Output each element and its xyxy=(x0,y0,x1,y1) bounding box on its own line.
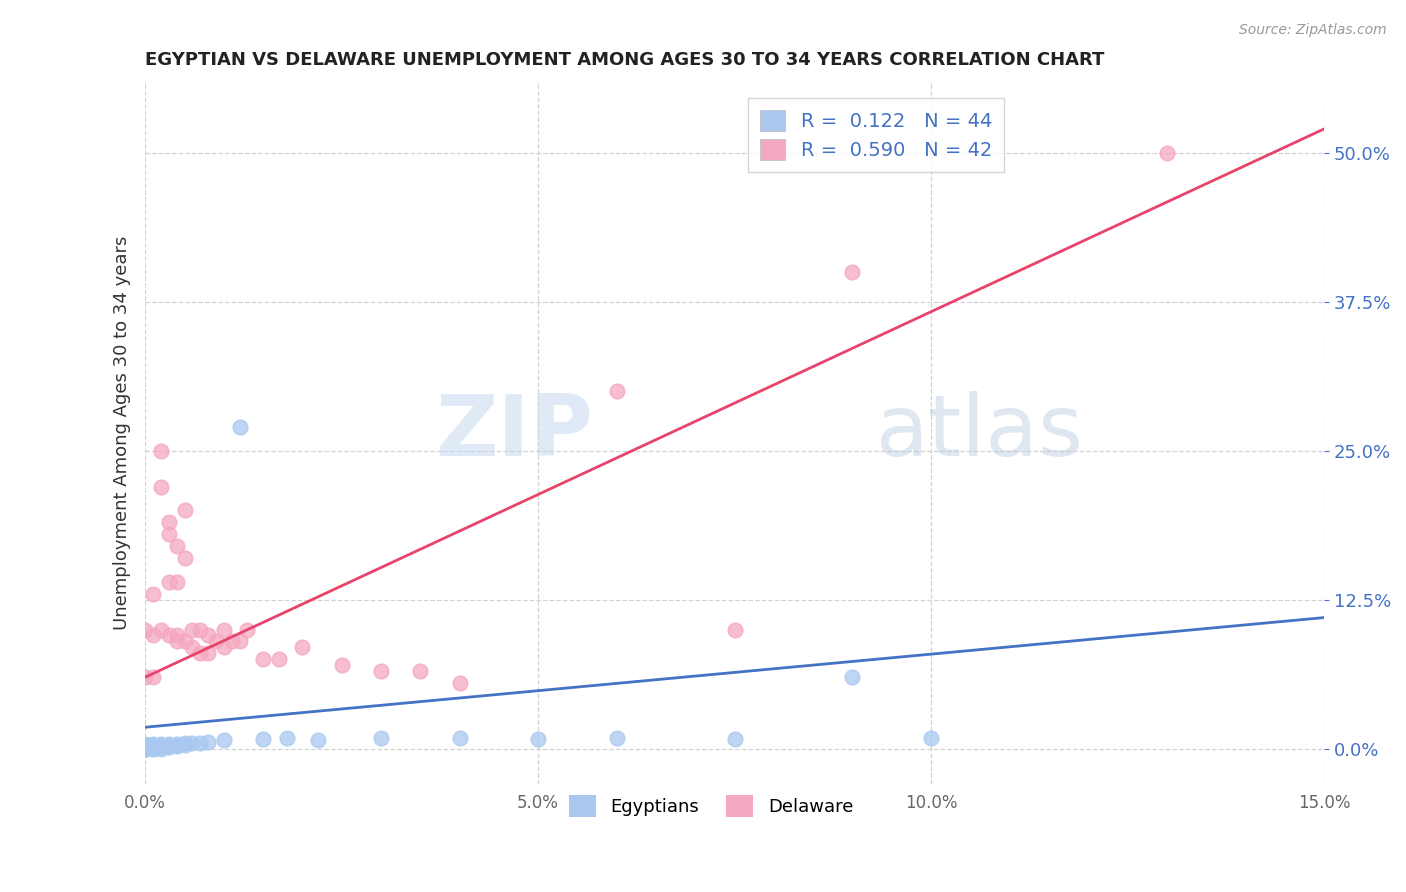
Point xyxy=(142,587,165,601)
Point xyxy=(150,738,173,752)
Point xyxy=(370,664,392,678)
Point xyxy=(197,734,219,748)
Point xyxy=(166,738,188,752)
Text: ZIP: ZIP xyxy=(436,392,593,475)
Point xyxy=(157,527,180,541)
Point xyxy=(449,731,471,745)
Point xyxy=(606,384,628,399)
Point xyxy=(134,740,156,755)
Point xyxy=(252,652,274,666)
Point xyxy=(134,741,156,756)
Point xyxy=(228,420,250,434)
Point xyxy=(142,628,165,642)
Point xyxy=(134,739,156,754)
Point xyxy=(197,646,219,660)
Point xyxy=(173,634,195,648)
Point xyxy=(228,634,250,648)
Point xyxy=(142,740,165,755)
Point xyxy=(150,737,173,751)
Point xyxy=(134,623,156,637)
Point xyxy=(157,740,180,755)
Point xyxy=(221,634,243,648)
Point xyxy=(205,634,228,648)
Point xyxy=(920,731,942,745)
Point xyxy=(150,479,173,493)
Point xyxy=(142,737,165,751)
Point xyxy=(723,732,745,747)
Y-axis label: Unemployment Among Ages 30 to 34 years: Unemployment Among Ages 30 to 34 years xyxy=(114,235,131,630)
Point xyxy=(142,740,165,755)
Point xyxy=(252,732,274,747)
Point xyxy=(267,652,290,666)
Point xyxy=(330,658,353,673)
Point xyxy=(157,738,180,752)
Point xyxy=(142,739,165,754)
Point xyxy=(166,628,188,642)
Point xyxy=(157,574,180,589)
Point xyxy=(527,732,550,747)
Point xyxy=(606,731,628,745)
Point xyxy=(157,628,180,642)
Point xyxy=(723,623,745,637)
Point xyxy=(307,733,329,747)
Point xyxy=(181,623,204,637)
Point xyxy=(291,640,314,655)
Point xyxy=(166,574,188,589)
Point xyxy=(142,670,165,684)
Point xyxy=(134,737,156,751)
Point xyxy=(173,503,195,517)
Point xyxy=(134,739,156,754)
Point xyxy=(841,670,863,684)
Point xyxy=(134,741,156,756)
Point xyxy=(173,738,195,752)
Point xyxy=(157,515,180,529)
Point xyxy=(134,670,156,684)
Point xyxy=(236,623,259,637)
Point xyxy=(181,640,204,655)
Point xyxy=(134,738,156,752)
Point xyxy=(1156,145,1178,160)
Point xyxy=(841,265,863,279)
Point xyxy=(212,640,235,655)
Point xyxy=(142,738,165,752)
Point xyxy=(370,731,392,745)
Point xyxy=(166,737,188,751)
Point xyxy=(150,443,173,458)
Point xyxy=(134,740,156,755)
Point xyxy=(181,736,204,750)
Point xyxy=(157,739,180,754)
Point xyxy=(188,736,211,750)
Point xyxy=(188,623,211,637)
Point xyxy=(150,623,173,637)
Point xyxy=(188,646,211,660)
Legend: Egyptians, Delaware: Egyptians, Delaware xyxy=(561,789,860,824)
Point xyxy=(276,731,298,745)
Text: Source: ZipAtlas.com: Source: ZipAtlas.com xyxy=(1239,23,1386,37)
Point xyxy=(212,733,235,747)
Point xyxy=(197,628,219,642)
Point xyxy=(173,551,195,566)
Point xyxy=(150,739,173,754)
Point xyxy=(166,539,188,553)
Text: atlas: atlas xyxy=(876,392,1084,475)
Point xyxy=(134,741,156,756)
Point xyxy=(409,664,432,678)
Point xyxy=(157,737,180,751)
Point xyxy=(150,740,173,755)
Point xyxy=(173,736,195,750)
Point xyxy=(142,741,165,756)
Point xyxy=(212,623,235,637)
Point xyxy=(166,634,188,648)
Point xyxy=(150,741,173,756)
Point xyxy=(449,676,471,690)
Point xyxy=(166,739,188,754)
Text: EGYPTIAN VS DELAWARE UNEMPLOYMENT AMONG AGES 30 TO 34 YEARS CORRELATION CHART: EGYPTIAN VS DELAWARE UNEMPLOYMENT AMONG … xyxy=(145,51,1105,69)
